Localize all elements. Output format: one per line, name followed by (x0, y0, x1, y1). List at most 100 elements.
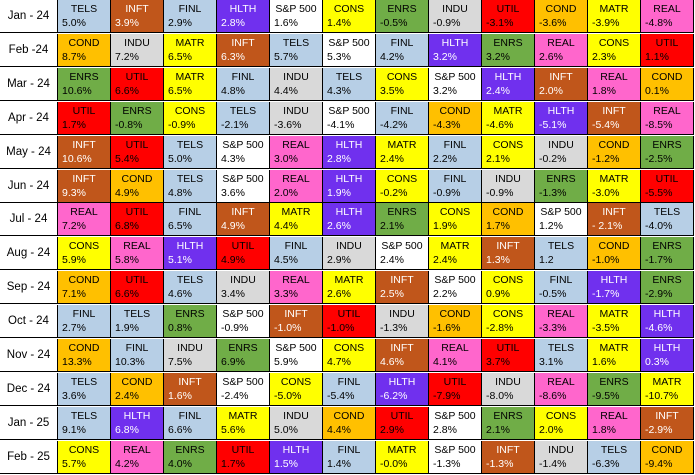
sector-code: UTIL (337, 308, 361, 320)
sector-code: CONS (386, 173, 418, 185)
sector-code: INFT (72, 173, 96, 185)
sector-return: -8.6% (539, 390, 567, 402)
sector-return: -0.9% (486, 187, 514, 199)
sector-code: UTIL (125, 139, 149, 151)
sector-cell: CONS 5.9% (58, 237, 111, 270)
sector-return: -1.7% (645, 254, 673, 266)
sector-cell: FINL -0.9% (429, 170, 482, 203)
sector-cell: ENRS 2.1% (376, 203, 429, 236)
sector-return: 2.8% (433, 424, 457, 436)
sector-return: 4.9% (115, 187, 139, 199)
sector-cell: HLTH 5.1% (164, 237, 217, 270)
sector-cell: MATR 2.6% (323, 271, 376, 304)
sector-return: 5.9% (274, 356, 298, 368)
sector-cell: CONS 0.9% (482, 271, 535, 304)
sector-return: 2.9% (327, 254, 351, 266)
sector-code: COND (598, 240, 630, 252)
sector-return: 1.9% (433, 220, 457, 232)
sector-code: HLTH (282, 444, 310, 456)
sector-cell: FINL -5.4% (323, 373, 376, 406)
sector-cell: CONS 5.7% (58, 441, 111, 474)
sector-code: ENRS (175, 444, 205, 456)
sector-code: INDU (495, 376, 521, 388)
sector-return: -0.9% (433, 187, 461, 199)
sector-return: 0.3% (645, 356, 669, 368)
sector-cell: HLTH -5.1% (535, 102, 588, 135)
month-label: Dec - 24 (0, 373, 58, 406)
sector-cell: INDU -1.4% (535, 441, 588, 474)
sector-code: INFT (231, 206, 255, 218)
sector-cell: HLTH 1.5% (270, 441, 323, 474)
sector-cell: INFT -1.0% (270, 305, 323, 338)
sector-code: S&P 500 (434, 410, 476, 422)
sector-return: 5.4% (115, 153, 139, 165)
sector-return: -1.7% (592, 288, 620, 300)
sector-code: INDU (283, 71, 309, 83)
sector-code: REAL (653, 3, 681, 15)
sector-cell: UTIL 1.7% (217, 441, 270, 474)
sector-return: -0.5% (380, 17, 408, 29)
sector-cell: S&P 500 -0.9% (217, 305, 270, 338)
sector-return: -4.3% (433, 119, 461, 131)
sector-cell: CONS 4.7% (323, 339, 376, 372)
sector-return: 6.8% (115, 220, 139, 232)
sector-cell: UTIL 3.7% (482, 339, 535, 372)
sector-code: COND (651, 444, 683, 456)
month-label: Feb -24 (0, 34, 58, 67)
sector-cell: INDU 4.4% (270, 68, 323, 101)
sector-return: -0.2% (380, 187, 408, 199)
sector-cell: HLTH 1.9% (323, 170, 376, 203)
sector-cell: FINL 4.2% (376, 34, 429, 67)
sector-code: ENRS (493, 37, 523, 49)
sector-code: ENRS (652, 240, 682, 252)
sector-code: ENRS (493, 410, 523, 422)
sector-return: -10.7% (645, 390, 679, 402)
sector-code: INDU (442, 3, 468, 15)
sector-cell: CONS 3.5% (376, 68, 429, 101)
sector-code: CONS (386, 71, 418, 83)
sector-return: 8.7% (62, 51, 86, 63)
sector-cell: REAL 1.8% (588, 407, 641, 440)
sector-return: -0.9% (433, 17, 461, 29)
sector-return: -5.5% (645, 187, 673, 199)
sector-code: INDU (389, 308, 415, 320)
sector-return: 10.6% (62, 85, 92, 97)
sector-cell: ENRS 2.1% (482, 407, 535, 440)
sector-code: UTIL (443, 376, 467, 388)
sector-cell: TELS -4.0% (641, 203, 694, 236)
sector-cell: UTIL -1.0% (323, 305, 376, 338)
sector-code: INFT (72, 139, 96, 151)
sector-return: -1.6% (433, 322, 461, 334)
sector-code: HLTH (653, 308, 681, 320)
sector-code: MATR (228, 410, 258, 422)
sector-code: COND (121, 173, 153, 185)
sector-code: INDU (336, 240, 362, 252)
sector-return: 6.3% (221, 51, 245, 63)
sector-code: S&P 500 (434, 444, 476, 456)
sector-code: REAL (441, 342, 469, 354)
sector-return: 13.3% (62, 356, 92, 368)
sector-cell: S&P 500 1.2% (535, 203, 588, 236)
sector-cell: REAL -4.8% (641, 0, 694, 33)
sector-return: -0.0% (380, 458, 408, 470)
sector-return: - 2.1% (592, 220, 623, 232)
sector-return: 6.6% (115, 288, 139, 300)
sector-return: -2.8% (486, 322, 514, 334)
sector-code: S&P 500 (540, 206, 582, 218)
sector-cell: UTIL 2.9% (376, 407, 429, 440)
sector-return: 6.6% (115, 85, 139, 97)
sector-code: CONS (68, 240, 100, 252)
sector-return: -1.3% (380, 322, 408, 334)
sector-code: S&P 500 (328, 37, 370, 49)
sector-code: COND (545, 3, 577, 15)
sector-cell: INFT 4.6% (376, 339, 429, 372)
sector-cell: UTIL -5.5% (641, 170, 694, 203)
month-label: Apr - 24 (0, 102, 58, 135)
sector-cell: TELS 1.2 (535, 237, 588, 270)
sector-cell: COND 8.7% (58, 34, 111, 67)
sector-cell: TELS 9.1% (58, 407, 111, 440)
sector-code: S&P 500 (222, 173, 264, 185)
sector-return: 1.3% (486, 254, 510, 266)
sector-code: CONS (439, 206, 471, 218)
